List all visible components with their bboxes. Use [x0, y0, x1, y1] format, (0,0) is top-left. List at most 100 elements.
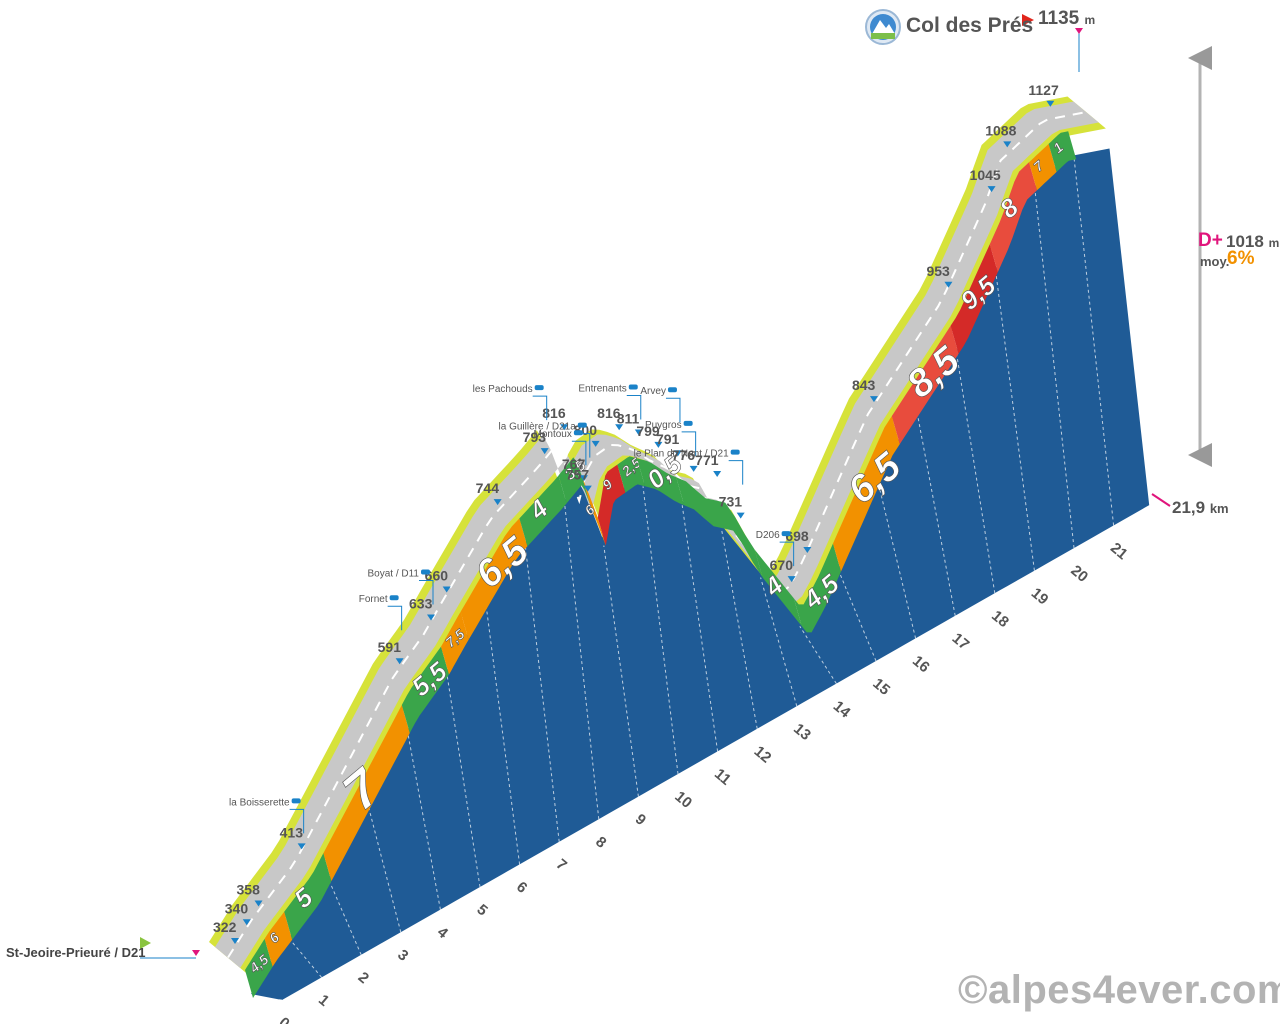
km-gridline: [603, 545, 639, 797]
gradient-segment: [284, 853, 332, 940]
gradient-segment: [245, 938, 273, 998]
altitude-marker: [231, 938, 239, 944]
km-tick-label: 11: [711, 765, 734, 788]
km-tick-label: 16: [909, 652, 933, 676]
km-tick-label: 7: [553, 856, 570, 874]
gradient-segment: [460, 518, 528, 640]
gradient-segment: [676, 477, 763, 578]
summit-flag-icon: [1022, 14, 1034, 26]
gradient-segment: [950, 244, 998, 354]
km-gridline: [760, 577, 798, 707]
gradient-segment: [441, 611, 469, 675]
altitude-marker: [297, 843, 306, 850]
altitude-marker: [1046, 100, 1055, 107]
summit-badge-icon: [865, 9, 901, 45]
altitude-label: 340: [225, 900, 249, 916]
altitude-label: 322: [213, 919, 237, 935]
altitude-label: 799: [636, 423, 660, 439]
altitude-label: 1045: [970, 167, 1001, 183]
gradient-segment: [558, 457, 591, 505]
summit-altitude-unit: m: [1084, 13, 1096, 27]
altitude-marker: [713, 471, 722, 478]
place-label: Entrenants: [578, 383, 626, 394]
gradient-segment: [637, 458, 685, 506]
place-label: les Pachouds: [473, 384, 533, 395]
altitude-label: 1127: [1028, 82, 1059, 98]
km-tick-label: 2: [355, 969, 372, 987]
avg-gradient-value: 6%: [1227, 248, 1255, 269]
summit-name: Col des Prés: [906, 14, 1034, 37]
village-icon: [628, 384, 638, 390]
km-tick-label: 9: [632, 811, 649, 829]
total-distance: 21,9 km: [1172, 498, 1229, 518]
altitude-marker: [787, 576, 796, 583]
altitude-marker: [1003, 141, 1012, 148]
altitude-marker: [254, 900, 263, 907]
gradient-segment: [754, 549, 802, 627]
altitude-marker: [803, 546, 812, 553]
altitude-label: 793: [523, 429, 547, 445]
profile-side-layer: [251, 148, 1150, 1000]
place-label: D206: [756, 530, 780, 541]
km-gridline: [916, 413, 956, 616]
altitude-marker: [493, 499, 502, 506]
km-gridline: [642, 486, 679, 775]
altitude-marker: [736, 512, 745, 519]
place-label: le Plan du Nant / D21: [634, 449, 729, 460]
gradient-segment: [582, 476, 606, 546]
altitude-label: 771: [695, 452, 719, 468]
altitude-label: 953: [926, 263, 950, 279]
km-gridline: [720, 528, 758, 729]
altitude-label: 591: [378, 639, 402, 655]
place-leader-line: [681, 431, 697, 456]
km-tick-label: 12: [751, 743, 775, 767]
altitude-marker: [615, 424, 624, 431]
altitude-marker: [654, 441, 663, 448]
km-gridline: [956, 353, 996, 594]
gradient-segment: [891, 325, 959, 445]
altitude-label: 670: [770, 557, 794, 573]
altitude-marker: [583, 485, 592, 492]
distance-marker: [1151, 493, 1171, 507]
place-label: Boyat / D11: [367, 569, 419, 580]
place-leader-line: [728, 460, 744, 485]
km-gridline: [877, 482, 917, 639]
altitude-marker: [242, 919, 251, 926]
km-tick-label: 5: [473, 901, 490, 919]
altitude-label: 843: [852, 377, 876, 393]
altitude-label: 698: [785, 528, 809, 544]
road-centerline: [227, 111, 1087, 959]
gradient-segment: [617, 456, 645, 493]
km-gridline: [485, 606, 521, 865]
km-tick-label: 15: [869, 675, 893, 699]
village-icon: [291, 798, 301, 804]
copyright-watermark: ©alpes4ever.com: [958, 968, 1280, 1012]
altitude-label: 413: [280, 824, 304, 840]
gradient-segment: [519, 475, 567, 547]
place-leader-line: [289, 808, 305, 834]
gradient-segment: [989, 162, 1037, 273]
elevation-gain-number: 1018: [1226, 232, 1264, 251]
avg-gradient-label: moy.: [1200, 254, 1230, 269]
gradient-segment: [833, 416, 900, 572]
altitude-marker: [560, 424, 569, 431]
altitude-marker: [944, 281, 953, 288]
gradient-segment: [597, 464, 626, 546]
village-icon: [421, 569, 430, 575]
km-gridline: [564, 503, 600, 820]
altitude-marker: [591, 440, 600, 447]
village-icon: [577, 422, 587, 428]
km-tick-label: 1: [315, 991, 332, 1009]
km-tick-label: 19: [1028, 585, 1052, 609]
altitude-marker: [987, 186, 996, 193]
total-distance-unit: km: [1209, 501, 1229, 516]
altitude-label: 816: [542, 405, 566, 421]
altitude-marker: [540, 448, 549, 455]
altitude-label: 660: [425, 567, 449, 583]
altitude-label: 816: [597, 405, 621, 421]
altitude-label: 744: [476, 480, 500, 496]
profile-side-face: [251, 148, 1150, 1000]
km-gridline: [995, 272, 1035, 571]
